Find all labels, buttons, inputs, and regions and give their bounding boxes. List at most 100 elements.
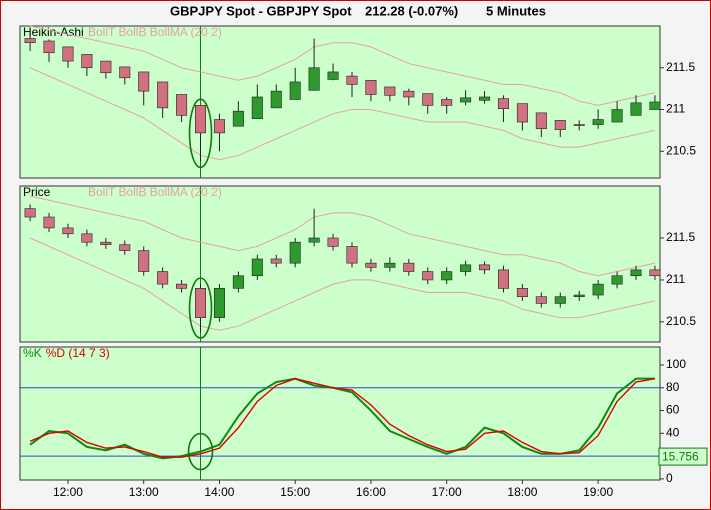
candle-body [270,258,282,264]
candle-body [573,124,585,126]
candle-body [554,120,566,130]
candle-body [195,105,207,134]
candle-body [138,250,150,272]
candle-body [649,269,661,277]
candle-body [516,103,528,123]
candle-body [289,241,301,264]
highlight [187,432,214,471]
candle-body [138,71,150,92]
candle-body [554,296,566,304]
candle-body [213,288,225,318]
candle-body [232,275,244,289]
candle-body [516,288,528,298]
candle-body [422,93,434,106]
highlight [188,277,213,339]
candle-body [251,96,263,120]
x-tick-label: 18:00 [507,485,537,499]
x-tick-label: 17:00 [432,485,462,499]
panel [19,185,661,343]
candle-body [592,119,604,125]
last-price: 212.28 (-0.07%) [365,3,458,18]
candle-body [497,269,509,289]
candle-body [346,246,358,264]
indicator-label: BollT BollB BollMA (20 2) [88,25,222,39]
candle-body [346,75,358,85]
candle-body [384,86,396,96]
panel [19,346,661,481]
candle-body [81,233,93,243]
candle-body [213,119,225,134]
candle-body [535,296,547,304]
last-value-box [658,447,708,466]
candle-body [62,46,74,62]
symbol: GBPJPY Spot - GBPJPY Spot [170,3,352,18]
candle-body [81,54,93,69]
panel-label: Price [23,185,51,199]
y-tick-label: 211.5 [666,230,695,244]
y-tick-label: 100 [666,357,686,371]
legend-entry: %D (14 7 3) [46,346,110,360]
candle-body [365,79,377,95]
candle-body [270,90,282,109]
candle-body [327,71,339,80]
candle-body [176,94,188,116]
x-tick-label: 13:00 [129,485,159,499]
x-tick-label: 19:00 [583,485,613,499]
y-tick-label: 0 [666,471,673,485]
band-lower [29,67,656,161]
candle-body [611,109,623,123]
candle-body [441,271,453,281]
candle-body [195,288,207,318]
candle-body [403,90,415,98]
candle-body [535,112,547,130]
panel-label: Heikin-Ashi [23,25,84,39]
candle-body [630,269,642,277]
y-tick-label: 40 [666,425,680,439]
candle-body [119,244,131,251]
y-tick-label: 60 [666,403,680,417]
last-value: 15.756 [662,449,699,463]
candle-body [43,40,55,54]
candle-body [308,67,320,91]
candle-body [157,271,169,285]
candle-body [176,283,188,289]
candle-body [308,237,320,243]
candle-body [497,98,509,109]
band-upper [29,25,656,106]
band-upper [29,195,656,277]
candle-body [460,97,472,103]
interval: 5 Minutes [486,3,546,18]
series-line [29,377,656,458]
candle-body [611,275,623,285]
candle-body [100,241,112,246]
candle-body [384,262,396,268]
candle-body [460,264,472,272]
highlight [188,98,213,169]
candle-body [251,258,263,277]
candle-body [630,102,642,116]
y-tick-label: 210.5 [666,143,696,157]
indicator-label: BollT BollB BollMA (20 2) [88,185,222,199]
candle-body [327,237,339,247]
x-tick-label: 12:00 [53,485,83,499]
band-lower [29,237,656,331]
candle-body [479,264,491,271]
candle-body [422,271,434,281]
candle-body [573,294,585,298]
candle-body [365,262,377,268]
candle-body [62,227,74,235]
candle-body [289,81,301,100]
y-tick-label: 211 [666,272,685,286]
y-tick-label: 80 [666,380,680,394]
y-tick-label: 211 [666,102,685,116]
candle-body [592,283,604,296]
x-tick-label: 16:00 [356,485,386,499]
x-tick-label: 14:00 [204,485,234,499]
x-tick-label: 15:00 [280,485,310,499]
y-tick-label: 211.5 [666,60,695,74]
candle-body [232,110,244,127]
candle-body [403,262,415,272]
candle-body [43,216,55,229]
candle-body [24,38,36,44]
